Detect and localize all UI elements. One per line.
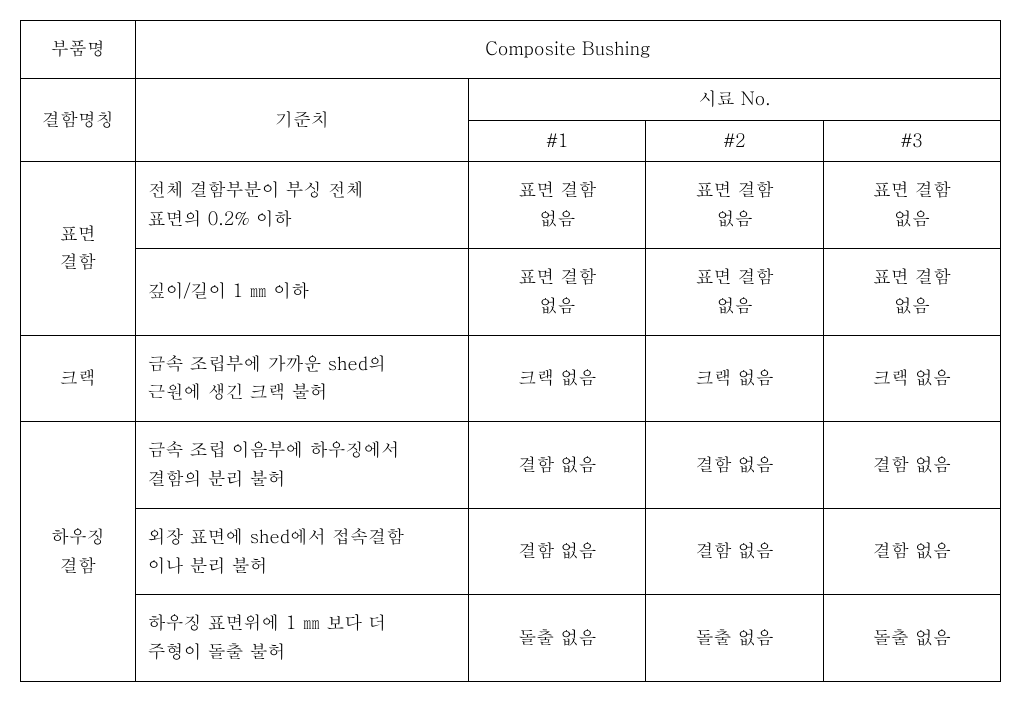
sample-header-2: #2 xyxy=(646,120,823,162)
result-cell: 결함 없음 xyxy=(823,508,1000,595)
criteria-cell: 깊이/길이 1 ㎜ 이하 xyxy=(135,248,469,335)
table-row: 깊이/길이 1 ㎜ 이하 표면 결함없음 표면 결함없음 표면 결함없음 xyxy=(21,248,1001,335)
table-row: 외장 표면에 shed에서 접속결함이나 분리 불허 결함 없음 결함 없음 결… xyxy=(21,508,1001,595)
criteria-cell: 외장 표면에 shed에서 접속결함이나 분리 불허 xyxy=(135,508,469,595)
result-cell: 결함 없음 xyxy=(646,508,823,595)
result-cell: 돌출 없음 xyxy=(469,595,646,682)
result-cell: 표면 결함없음 xyxy=(469,248,646,335)
criteria-cell: 금속 조립 이음부에 하우징에서결함의 분리 불허 xyxy=(135,422,469,509)
defect-name-cell: 표면결함 xyxy=(21,162,136,335)
table-row: 표면결함 전체 결함부분이 부싱 전체표면의 0.2% 이하 표면 결함없음 표… xyxy=(21,162,1001,249)
result-cell: 표면 결함없음 xyxy=(646,248,823,335)
result-cell: 크랙 없음 xyxy=(823,335,1000,422)
criteria-label: 기준치 xyxy=(135,78,469,162)
result-cell: 결함 없음 xyxy=(469,422,646,509)
sample-header-3: #3 xyxy=(823,120,1000,162)
criteria-cell: 전체 결함부분이 부싱 전체표면의 0.2% 이하 xyxy=(135,162,469,249)
part-name-label: 부품명 xyxy=(21,21,136,79)
sample-no-label: 시료 No. xyxy=(469,78,1001,120)
result-cell: 표면 결함없음 xyxy=(823,162,1000,249)
result-cell: 표면 결함없음 xyxy=(469,162,646,249)
table-row: 결함명칭 기준치 시료 No. xyxy=(21,78,1001,120)
defect-name-label: 결함명칭 xyxy=(21,78,136,162)
defect-name-cell: 크랙 xyxy=(21,335,136,422)
criteria-cell: 금속 조립부에 가까운 shed의근원에 생긴 크랙 불허 xyxy=(135,335,469,422)
result-cell: 돌출 없음 xyxy=(823,595,1000,682)
result-cell: 돌출 없음 xyxy=(646,595,823,682)
result-cell: 크랙 없음 xyxy=(469,335,646,422)
sample-header-1: #1 xyxy=(469,120,646,162)
defect-name-cell: 하우징결함 xyxy=(21,422,136,682)
inspection-table: 부품명 Composite Bushing 결함명칭 기준치 시료 No. #1… xyxy=(20,20,1001,682)
result-cell: 결함 없음 xyxy=(469,508,646,595)
result-cell: 크랙 없음 xyxy=(646,335,823,422)
table-row: 크랙 금속 조립부에 가까운 shed의근원에 생긴 크랙 불허 크랙 없음 크… xyxy=(21,335,1001,422)
criteria-cell: 하우징 표면위에 1 ㎜ 보다 더주형이 돌출 불허 xyxy=(135,595,469,682)
table-row: 하우징결함 금속 조립 이음부에 하우징에서결함의 분리 불허 결함 없음 결함… xyxy=(21,422,1001,509)
result-cell: 표면 결함없음 xyxy=(646,162,823,249)
part-name-value: Composite Bushing xyxy=(135,21,1000,79)
result-cell: 표면 결함없음 xyxy=(823,248,1000,335)
result-cell: 결함 없음 xyxy=(823,422,1000,509)
result-cell: 결함 없음 xyxy=(646,422,823,509)
table-row: 하우징 표면위에 1 ㎜ 보다 더주형이 돌출 불허 돌출 없음 돌출 없음 돌… xyxy=(21,595,1001,682)
table-row: 부품명 Composite Bushing xyxy=(21,21,1001,79)
